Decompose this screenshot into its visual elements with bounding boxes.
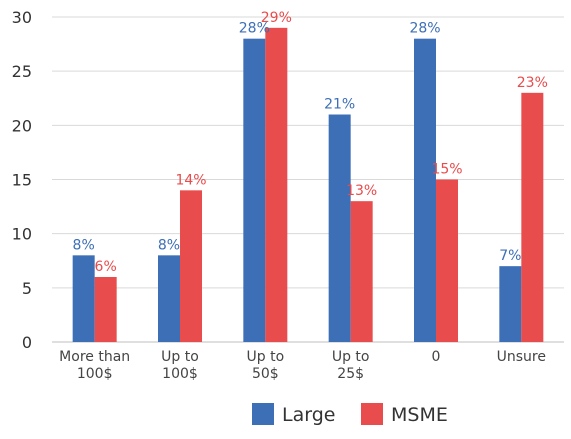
data-label-msme: 15% <box>431 162 462 178</box>
data-label-msme: 14% <box>175 172 206 188</box>
bar-msme <box>94 277 117 342</box>
data-label-large: 21% <box>324 97 355 113</box>
legend: Large MSME <box>252 403 448 426</box>
data-label-msme: 23% <box>517 75 548 91</box>
y-tick-label: 20 <box>12 116 32 135</box>
bar-large <box>328 114 351 342</box>
x-category-label: 100$ <box>162 366 198 382</box>
bar-msme <box>350 201 373 342</box>
x-category-label: More than <box>59 349 130 365</box>
y-tick-label: 25 <box>12 62 32 81</box>
x-category-label: 100$ <box>77 366 113 382</box>
data-label-large: 28% <box>409 21 440 37</box>
bar-msme <box>521 92 544 342</box>
legend-item-msme: MSME <box>361 403 448 426</box>
data-labels: 8%6%8%14%28%29%21%13%28%15%7%23% <box>73 10 548 275</box>
bar-large <box>414 38 436 343</box>
data-label-large: 28% <box>239 21 270 37</box>
bar-large <box>72 255 95 342</box>
data-label-large: 8% <box>73 237 95 253</box>
bar-large <box>243 38 266 343</box>
x-category-label: Up to <box>161 349 199 365</box>
x-category-label: Up to <box>247 349 285 365</box>
bar-large <box>499 266 522 342</box>
y-tick-label: 10 <box>12 225 32 244</box>
legend-item-large: Large <box>252 403 335 426</box>
x-category-label: Unsure <box>497 349 546 365</box>
bar-large <box>158 255 180 342</box>
data-label-msme: 29% <box>261 10 292 26</box>
gridlines <box>52 16 564 343</box>
y-tick-label: 15 <box>12 171 32 190</box>
bar-msme <box>180 190 202 342</box>
bar-msme <box>265 27 288 342</box>
y-axis-ticks: 0 5 10 15 20 25 30 <box>12 8 32 352</box>
legend-label: Large <box>282 404 335 426</box>
bars <box>72 27 544 343</box>
data-label-large: 7% <box>499 248 521 264</box>
x-category-label: 25$ <box>337 366 364 382</box>
y-tick-label: 30 <box>12 8 32 27</box>
data-label-msme: 13% <box>346 183 377 199</box>
x-category-label: Up to <box>332 349 370 365</box>
data-label-large: 8% <box>158 237 180 253</box>
legend-swatch <box>252 403 274 425</box>
data-label-msme: 6% <box>95 259 117 275</box>
x-category-label: 0 <box>432 349 441 365</box>
legend-swatch <box>361 403 383 425</box>
bar-msme <box>436 179 458 342</box>
x-category-label: 50$ <box>252 366 279 382</box>
y-tick-label: 5 <box>22 279 32 298</box>
legend-label: MSME <box>391 404 448 426</box>
y-tick-label: 0 <box>22 333 32 352</box>
